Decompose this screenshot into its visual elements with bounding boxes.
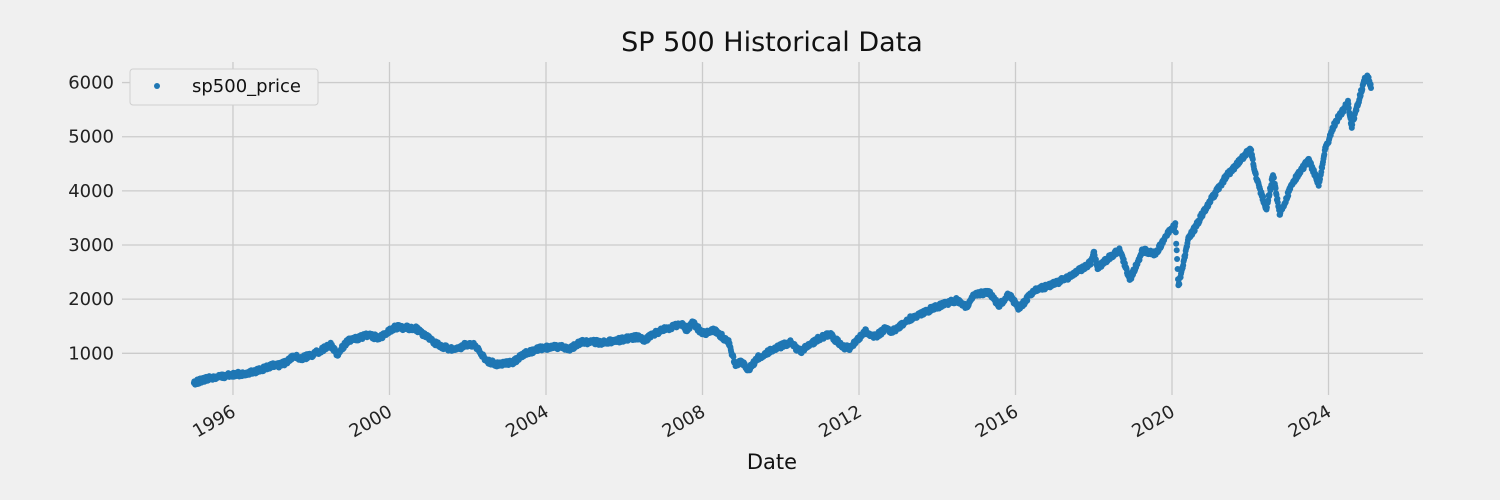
series-sp500-price xyxy=(190,72,1374,388)
y-tick-label: 6000 xyxy=(68,73,114,94)
data-point xyxy=(1024,297,1031,304)
chart-title: SP 500 Historical Data xyxy=(621,27,923,58)
data-point xyxy=(1260,193,1267,200)
y-tick-label: 4000 xyxy=(68,181,114,202)
x-axis-label: Date xyxy=(747,450,797,474)
legend-marker xyxy=(154,83,160,89)
y-tick-label: 1000 xyxy=(68,343,114,364)
data-point xyxy=(1176,281,1183,288)
data-point xyxy=(730,353,737,360)
data-point xyxy=(1272,185,1279,192)
data-point xyxy=(1345,105,1352,111)
data-point xyxy=(1173,247,1180,254)
legend-label: sp500_price xyxy=(192,76,301,97)
data-point xyxy=(1349,121,1356,128)
data-point xyxy=(1174,256,1181,262)
data-point xyxy=(1263,204,1270,211)
data-point xyxy=(1368,85,1374,91)
legend-box xyxy=(129,68,319,106)
y-tick-label: 5000 xyxy=(68,127,114,148)
data-point xyxy=(1249,156,1256,163)
data-point xyxy=(1172,229,1179,236)
y-axis: 1000 2000 3000 4000 5000 6000 xyxy=(68,73,114,365)
data-point xyxy=(1252,171,1259,178)
data-point xyxy=(1173,240,1180,247)
data-point xyxy=(1270,174,1277,181)
legend: sp500_price xyxy=(129,68,319,106)
data-point xyxy=(1172,220,1179,227)
data-point xyxy=(1248,147,1255,153)
y-tick-label: 2000 xyxy=(68,289,114,310)
y-tick-label: 3000 xyxy=(68,235,114,256)
